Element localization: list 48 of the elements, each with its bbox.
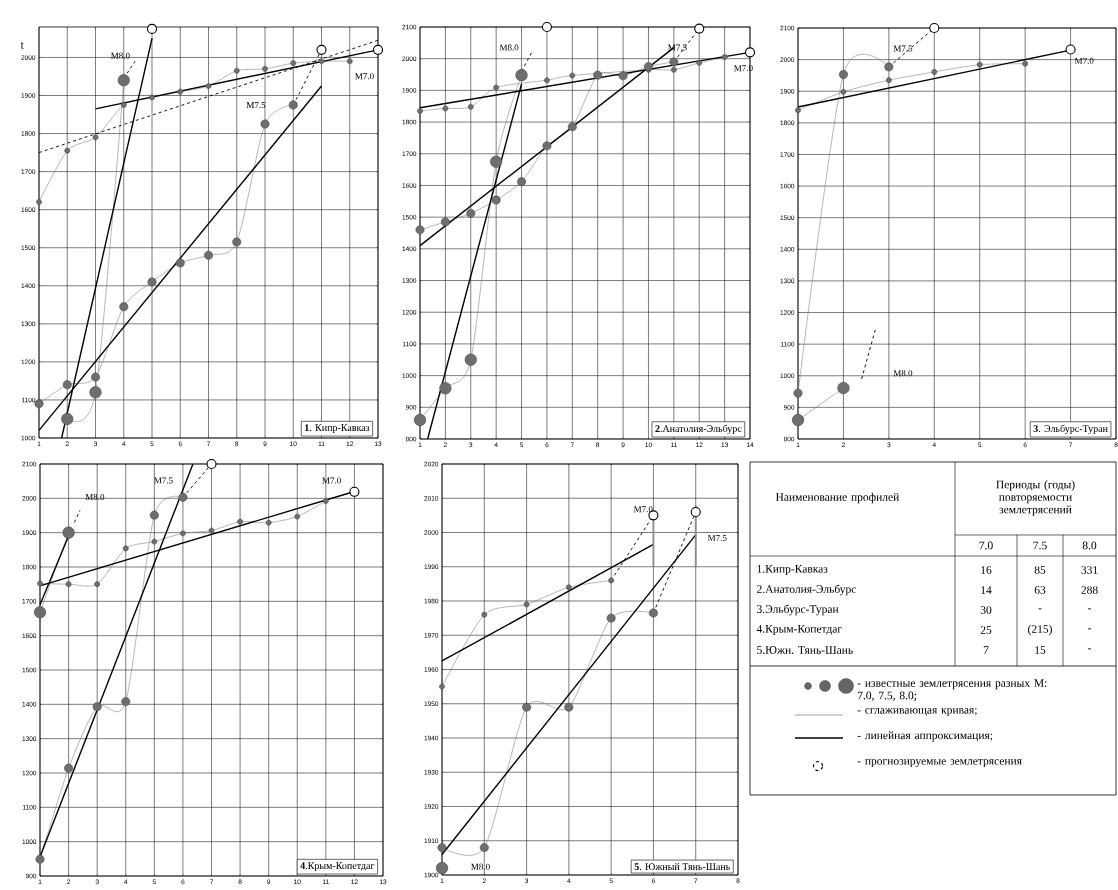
text: 8.0 (1082, 541, 1097, 550)
text: Периоды (годы) повторяемости землетрясений (996, 480, 1075, 516)
data-label: 7 (983, 646, 989, 654)
annotation: M7.5 (154, 477, 173, 484)
category-label: 5.Южн. Тянь-Шань (757, 646, 853, 654)
data-label: 331 (1081, 566, 1098, 574)
data-label: 15 (1035, 646, 1046, 654)
annotation: M8.0 (471, 863, 490, 870)
annotation: M7.5 (246, 102, 266, 109)
annotation: M7.0 (322, 477, 341, 484)
category-label: 3.Эльбурс-Туран (757, 604, 839, 616)
data-label: 85 (1034, 566, 1046, 574)
data-label: 63 (1034, 586, 1046, 594)
annotation: M7.5 (893, 45, 913, 52)
text: 7.0 (979, 541, 993, 550)
data-label: (215) (1028, 624, 1052, 636)
data-label: 16 (981, 566, 992, 574)
annotation: M8.0 (85, 493, 105, 501)
y-axis-title: t (20, 42, 24, 49)
annotation: M7.5 (707, 534, 727, 541)
data-label: - (1088, 628, 1092, 630)
data-label: - (1038, 608, 1042, 610)
text: - прогнозируемые землетрясения (857, 759, 1022, 768)
category-label: 2.Анатолия-Эльбурс (757, 584, 857, 596)
text: - линейная аппроксимация; (857, 731, 993, 742)
text: 1. Кипр-Кавказ (305, 424, 370, 434)
text: 4.Крым-Копетдаг (300, 862, 375, 872)
text: 5. Южный Тянь-Шань (634, 863, 730, 871)
data-label: 288 (1081, 586, 1098, 594)
category-label: 4.Крым-Копетдаг (756, 625, 842, 635)
data-label: - (1088, 648, 1092, 650)
text: 2.Анатолия-Эльбурс (655, 424, 742, 435)
text: - сглаживающая кривая; (857, 708, 977, 717)
text: 3. Эльбурс-Туран (1033, 424, 1108, 435)
data-label: 14 (981, 586, 992, 594)
annotation: M7.0 (633, 506, 653, 513)
annotation: M8.0 (111, 52, 130, 59)
annotation: M7.0 (355, 73, 374, 80)
data-label: 25 (980, 626, 992, 634)
category-label: 1.Кипр-Кавказ (757, 564, 828, 576)
text: - известные землетрясения разных M: 7.0, 7.5, 8.0; (857, 679, 1047, 701)
text: 7.5 (1033, 541, 1047, 550)
annotation: M7.0 (1074, 57, 1094, 64)
data-label: - (1088, 608, 1092, 610)
annotation: M8.0 (499, 44, 519, 51)
annotation: M8.0 (893, 370, 913, 377)
text: Наименование профилей (775, 492, 899, 504)
data-label: 30 (980, 606, 992, 614)
